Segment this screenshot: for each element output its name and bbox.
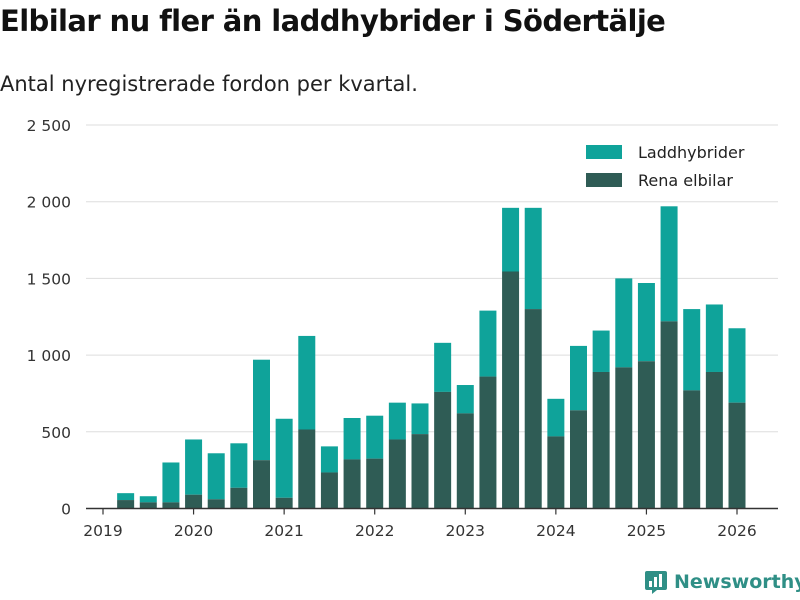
bar-rena-elbilar xyxy=(298,429,316,509)
bar-laddhybrider xyxy=(117,493,135,501)
bar-laddhybrider xyxy=(615,278,633,368)
x-tick-label: 2024 xyxy=(536,522,575,540)
y-tick-label: 1 000 xyxy=(27,347,71,365)
bar-laddhybrider xyxy=(524,207,542,310)
bar-laddhybrider xyxy=(388,402,406,440)
bar-rena-elbilar xyxy=(547,436,565,509)
chart-title: Elbilar nu fler än laddhybrider i Södert… xyxy=(0,4,666,38)
bar-rena-elbilar xyxy=(207,499,225,509)
y-axis-tick-labels: 0 500 1 000 1 500 2 000 2 500 xyxy=(27,117,71,519)
bar-rena-elbilar xyxy=(117,500,135,509)
bar-rena-elbilar xyxy=(456,413,474,509)
bar-laddhybrider xyxy=(366,415,384,459)
bar-laddhybrider xyxy=(230,443,248,488)
bar-laddhybrider xyxy=(343,417,361,460)
bar-rena-elbilar xyxy=(320,472,338,509)
bar-laddhybrider xyxy=(253,359,270,461)
bar-laddhybrider xyxy=(411,403,429,435)
bar-laddhybrider xyxy=(683,309,701,391)
bar-rena-elbilar xyxy=(366,458,384,509)
x-tick-label: 2026 xyxy=(717,522,756,540)
bar-rena-elbilar xyxy=(230,487,248,509)
bar-rena-elbilar xyxy=(592,371,610,509)
bar-laddhybrider xyxy=(456,385,474,414)
chart-subtitle: Antal nyregistrerade fordon per kvartal. xyxy=(0,72,418,96)
bar-rena-elbilar xyxy=(615,367,633,509)
y-tick-label: 0 xyxy=(61,501,71,519)
y-tick-label: 1 500 xyxy=(27,270,71,288)
x-tick-label: 2019 xyxy=(83,522,122,540)
bar-rena-elbilar xyxy=(253,460,270,509)
x-tick-label: 2020 xyxy=(174,522,213,540)
bar-rena-elbilar xyxy=(683,390,701,509)
bar-rena-elbilar xyxy=(502,271,520,509)
bar-laddhybrider xyxy=(728,328,746,403)
bar-rena-elbilar xyxy=(479,376,497,509)
x-tick-label: 2025 xyxy=(627,522,666,540)
bar-laddhybrider xyxy=(660,206,678,322)
x-tick-label: 2021 xyxy=(264,522,303,540)
bar-laddhybrider xyxy=(547,398,565,437)
bar-laddhybrider xyxy=(479,310,497,377)
bar-laddhybrider xyxy=(320,446,338,473)
bar-laddhybrider xyxy=(298,335,316,430)
bar-rena-elbilar xyxy=(705,371,723,509)
bar-rena-elbilar xyxy=(660,321,678,509)
bar-rena-elbilar xyxy=(275,497,293,509)
bar-rena-elbilar xyxy=(162,502,180,509)
legend-label: Rena elbilar xyxy=(638,171,733,190)
bar-laddhybrider xyxy=(637,283,655,362)
bar-rena-elbilar xyxy=(728,402,746,509)
y-tick-label: 500 xyxy=(41,424,71,442)
x-tick-label: 2023 xyxy=(446,522,485,540)
bar-rena-elbilar xyxy=(343,459,361,509)
legend-swatch xyxy=(586,173,622,187)
bar-laddhybrider xyxy=(139,496,157,503)
bar-rena-elbilar xyxy=(388,439,406,509)
newsworthy-logo-icon xyxy=(645,571,667,594)
bar-laddhybrider xyxy=(185,439,203,495)
legend: Laddhybrider Rena elbilar xyxy=(586,143,745,190)
x-tick-label: 2022 xyxy=(355,522,394,540)
bar-laddhybrider xyxy=(207,453,225,500)
legend-swatch xyxy=(586,145,622,159)
bar-rena-elbilar xyxy=(139,502,157,509)
bar-rena-elbilar xyxy=(411,434,429,509)
bar-rena-elbilar xyxy=(434,391,452,509)
bar-laddhybrider xyxy=(502,207,520,272)
bar-laddhybrider xyxy=(162,462,180,503)
bar-laddhybrider xyxy=(275,418,293,498)
newsworthy-logo: Newsworthy xyxy=(644,569,800,595)
bars xyxy=(117,206,746,509)
bar-rena-elbilar xyxy=(570,410,587,509)
bar-laddhybrider xyxy=(592,330,610,372)
bar-rena-elbilar xyxy=(185,494,203,509)
brand-name: Newsworthy xyxy=(674,571,800,593)
bar-laddhybrider xyxy=(570,345,587,411)
bar-rena-elbilar xyxy=(524,309,542,509)
y-tick-label: 2 500 xyxy=(27,117,71,135)
x-axis: 2019 2020 2021 2022 2023 2024 2025 2026 xyxy=(83,507,778,540)
legend-label: Laddhybrider xyxy=(638,143,745,162)
bar-rena-elbilar xyxy=(637,361,655,509)
bar-laddhybrider xyxy=(434,342,452,392)
bar-laddhybrider xyxy=(705,304,723,372)
y-tick-label: 2 000 xyxy=(27,194,71,212)
